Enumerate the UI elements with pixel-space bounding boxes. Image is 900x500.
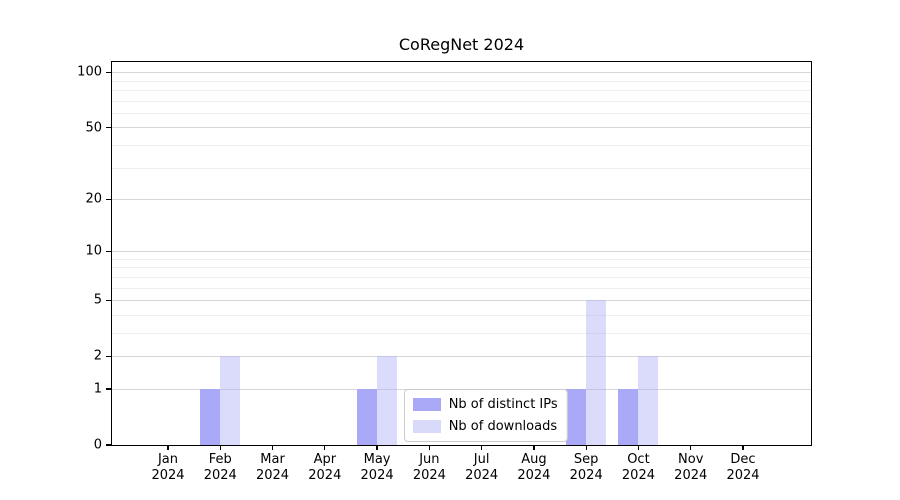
- minor-gridline: [111, 112, 811, 114]
- y-tick-mark: [105, 126, 112, 129]
- x-tick-mark: [271, 446, 274, 451]
- minor-gridline: [111, 267, 811, 269]
- bar-downloads: [638, 356, 659, 445]
- minor-gridline: [111, 89, 811, 91]
- bar-distinct-ips: [565, 388, 586, 445]
- y-tick-mark: [105, 198, 112, 200]
- legend-label: Nb of distinct IPs: [448, 396, 558, 412]
- x-tick-label: Feb 2024: [203, 452, 237, 483]
- x-tick-label: Sep 2024: [569, 452, 603, 483]
- x-tick-mark: [585, 446, 587, 451]
- minor-gridline: [111, 332, 811, 334]
- major-gridline: [111, 251, 811, 253]
- x-tick-mark: [219, 446, 221, 451]
- minor-gridline: [111, 167, 811, 169]
- x-tick-label: May 2024: [360, 452, 394, 483]
- x-tick-mark: [167, 446, 169, 451]
- x-tick-label: Oct 2024: [621, 452, 655, 483]
- bar-downloads: [219, 356, 240, 445]
- minor-gridline: [111, 287, 811, 289]
- y-tick-label: 0: [93, 437, 102, 453]
- legend-entry: Nb of distinct IPs: [412, 396, 558, 412]
- bar-distinct-ips: [356, 388, 377, 445]
- y-tick-mark: [105, 388, 112, 390]
- bar-downloads: [376, 356, 397, 445]
- x-tick-mark: [690, 446, 692, 451]
- x-tick-mark: [637, 446, 640, 451]
- y-tick-label: 100: [77, 64, 102, 80]
- plot-area: Nb of distinct IPs Nb of downloads: [110, 60, 812, 446]
- legend-entry: Nb of downloads: [412, 418, 558, 434]
- x-tick-mark: [428, 446, 430, 451]
- x-tick-mark: [533, 446, 535, 451]
- y-tick-mark: [105, 444, 112, 446]
- y-tick-label: 5: [93, 292, 102, 308]
- legend-swatch: [412, 419, 441, 433]
- minor-gridline: [111, 144, 811, 146]
- bar-downloads: [585, 300, 606, 445]
- x-tick-mark: [742, 446, 744, 451]
- x-tick-label: Jul 2024: [465, 452, 499, 483]
- y-tick-label: 50: [85, 120, 102, 136]
- y-tick-mark: [105, 355, 112, 357]
- x-tick-label: Jan 2024: [151, 452, 185, 483]
- bar-distinct-ips: [199, 388, 220, 445]
- legend-label: Nb of downloads: [448, 418, 558, 434]
- y-tick-label: 2: [93, 348, 102, 364]
- major-gridline: [111, 300, 811, 302]
- y-tick-label: 1: [93, 381, 102, 397]
- x-tick-label: Dec 2024: [726, 452, 760, 483]
- legend-swatch: [412, 397, 441, 411]
- y-tick-mark: [105, 71, 112, 74]
- x-tick-mark: [480, 446, 483, 451]
- x-tick-label: Aug 2024: [517, 452, 551, 483]
- major-gridline: [111, 127, 811, 129]
- major-gridline: [111, 72, 811, 74]
- y-tick-label: 20: [85, 191, 102, 207]
- x-tick-mark: [324, 446, 326, 451]
- legend: Nb of distinct IPs Nb of downloads: [403, 388, 568, 442]
- major-gridline: [111, 198, 811, 200]
- chart-title: CoRegNet 2024: [398, 35, 525, 54]
- minor-gridline: [111, 314, 811, 316]
- bar-distinct-ips: [618, 388, 639, 445]
- x-tick-label: Mar 2024: [255, 452, 290, 483]
- x-tick-label: Nov 2024: [674, 452, 708, 483]
- y-tick-label: 10: [85, 243, 102, 259]
- y-tick-mark: [105, 299, 112, 302]
- minor-gridline: [111, 258, 811, 260]
- minor-gridline: [111, 100, 811, 102]
- y-tick-mark: [105, 250, 112, 253]
- minor-gridline: [111, 80, 811, 82]
- x-tick-mark: [376, 446, 378, 451]
- minor-gridline: [111, 276, 811, 278]
- x-tick-label: Jun 2024: [412, 452, 446, 483]
- major-gridline: [111, 356, 811, 358]
- x-tick-label: Apr 2024: [308, 452, 342, 483]
